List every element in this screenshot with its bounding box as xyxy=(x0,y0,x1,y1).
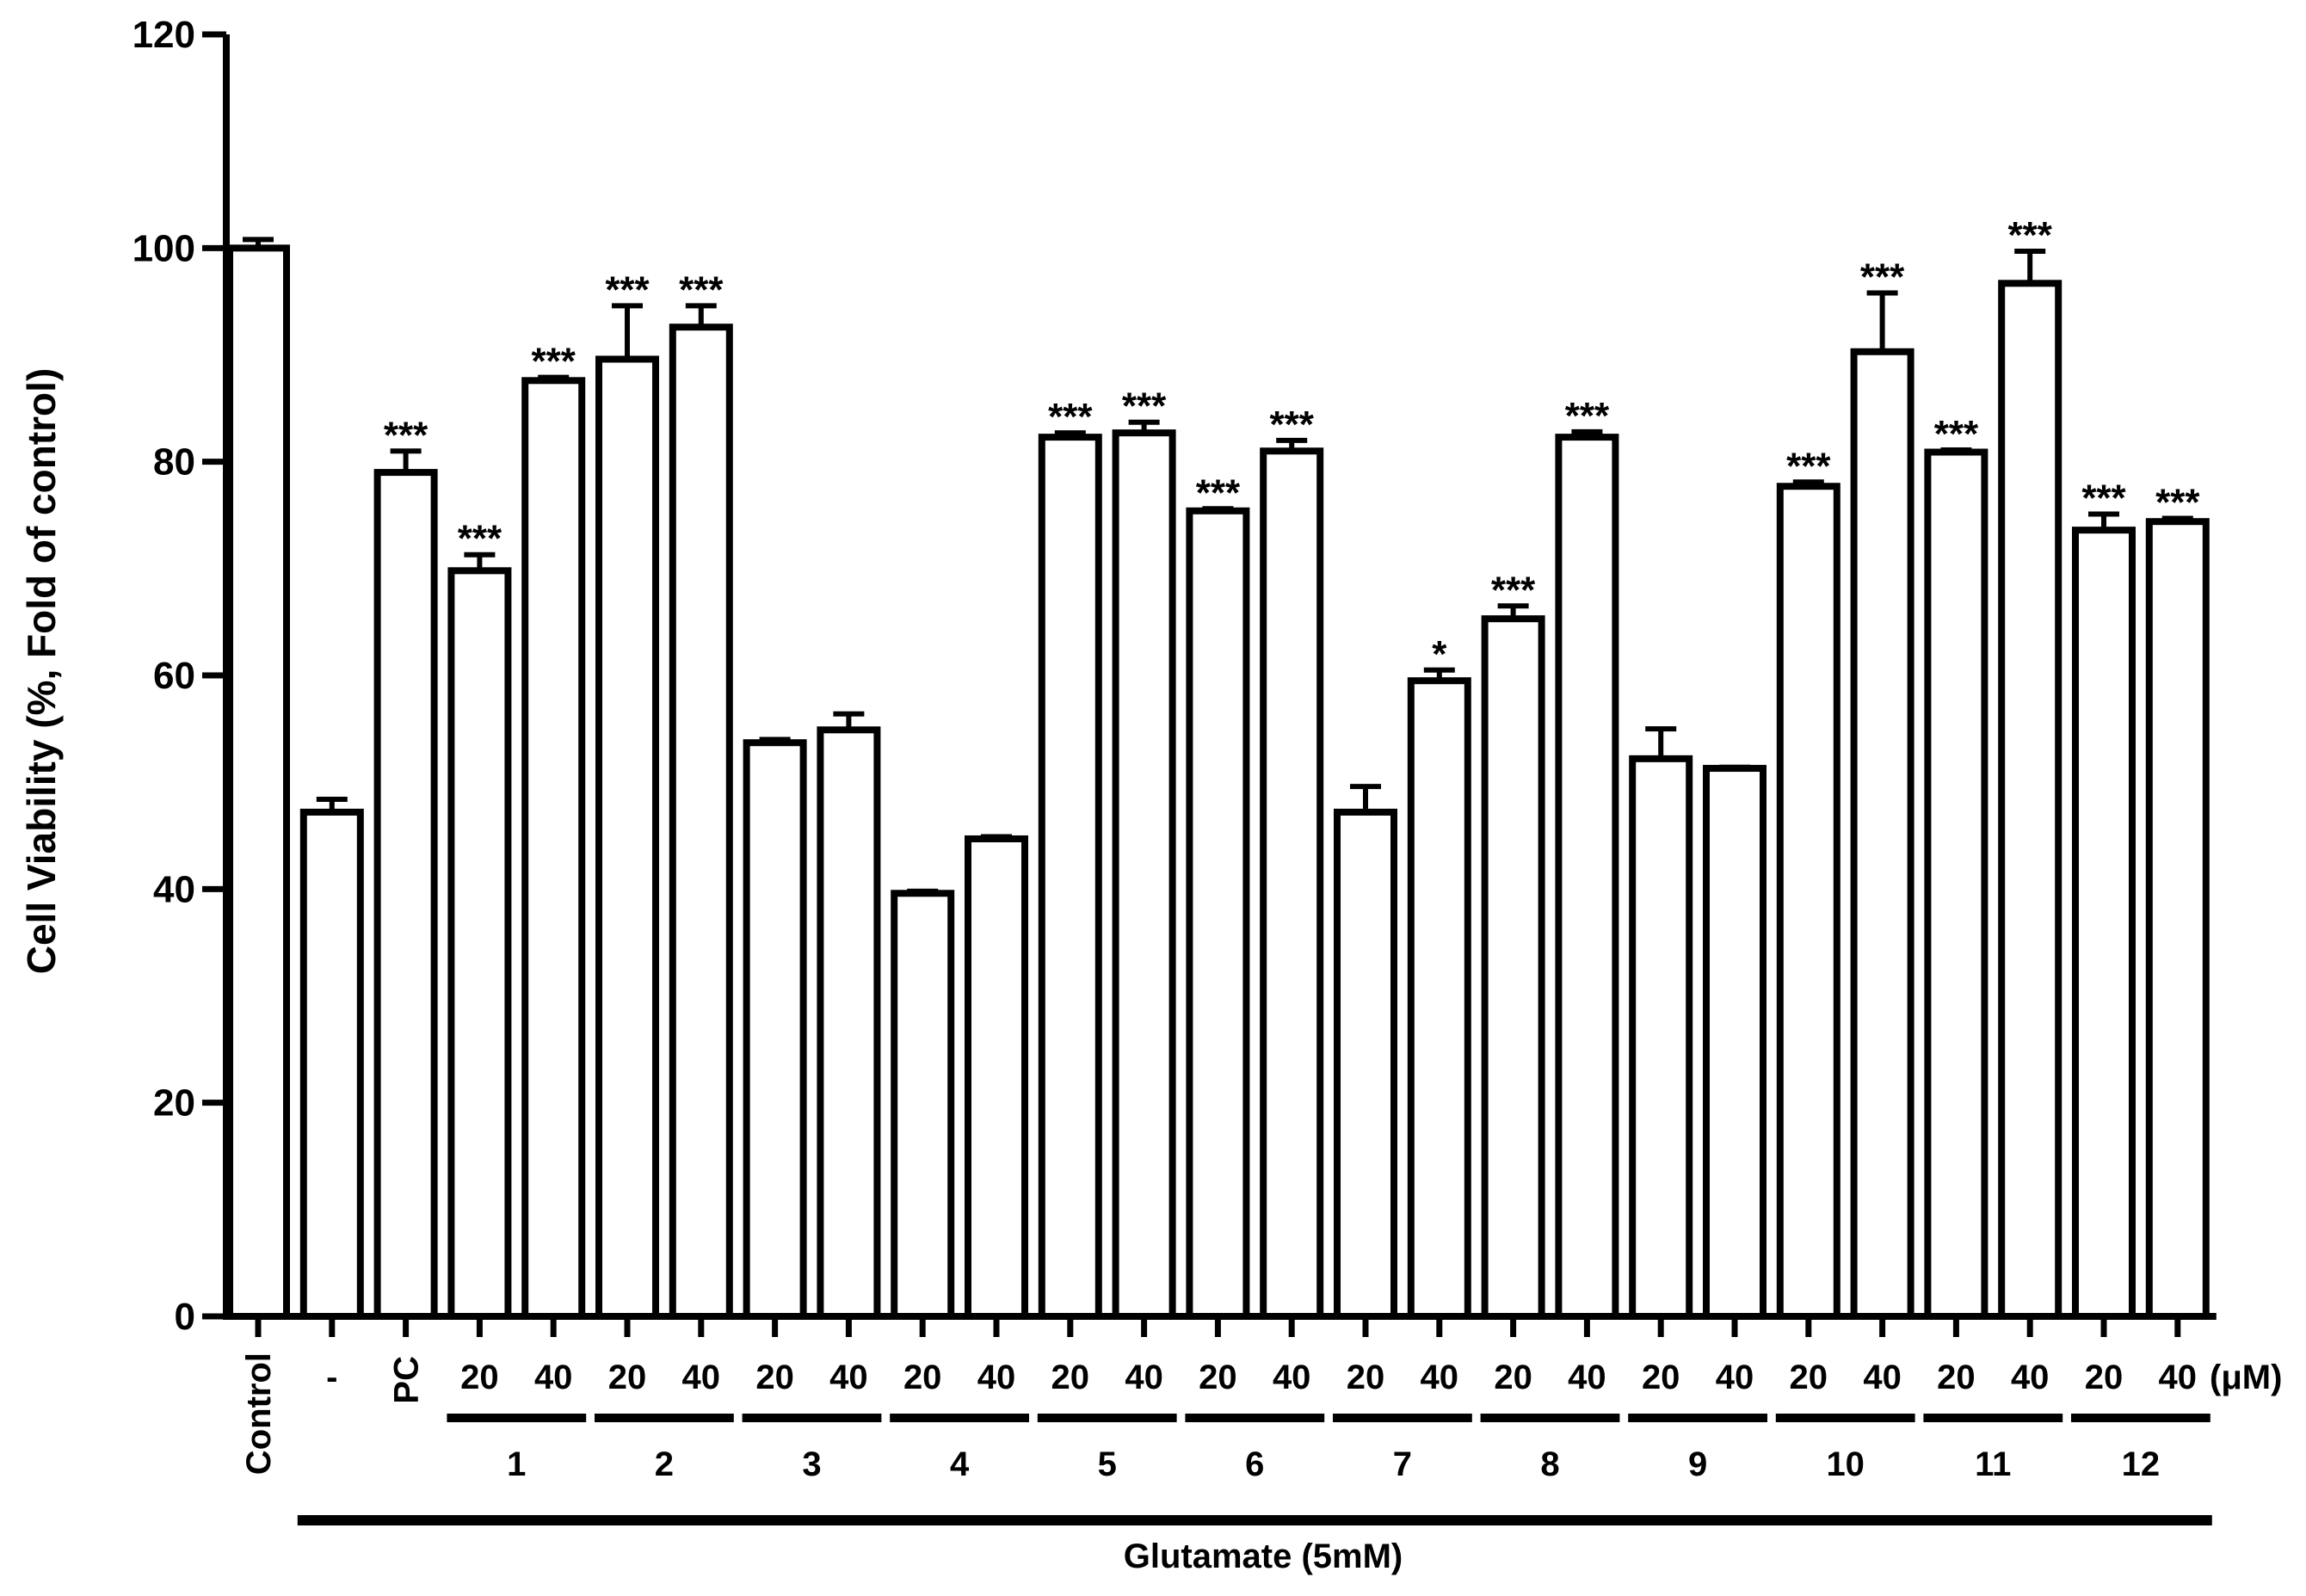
significance-label: *** xyxy=(2081,478,2126,520)
significance-label: *** xyxy=(1196,471,1241,514)
bar xyxy=(1629,755,1693,1320)
dose-label: 40 xyxy=(682,1359,721,1396)
x-axis-label: Glutamate (5mM) xyxy=(1124,1537,1403,1575)
group-label: 11 xyxy=(1975,1445,2011,1483)
dose-label: 20 xyxy=(903,1359,942,1396)
significance-label: *** xyxy=(1860,256,1905,298)
bar xyxy=(373,469,438,1320)
bar xyxy=(1776,483,1840,1320)
dose-label: 40 xyxy=(1863,1359,1902,1396)
group-label: 12 xyxy=(2122,1445,2161,1483)
dose-label: 20 xyxy=(608,1359,647,1396)
significance-label: *** xyxy=(1934,413,1979,455)
bar xyxy=(1998,280,2062,1320)
dose-label: 20 xyxy=(1494,1359,1532,1396)
significance-label: *** xyxy=(1122,385,1167,428)
category-label: PC xyxy=(388,1356,426,1404)
bar xyxy=(743,739,807,1320)
bar xyxy=(1481,615,1545,1320)
dose-label: 40 xyxy=(1568,1359,1606,1396)
dose-label: 40 xyxy=(977,1359,1016,1396)
dose-label: 20 xyxy=(1051,1359,1090,1396)
group-label: 10 xyxy=(1826,1445,1865,1483)
y-tick-label: 80 xyxy=(153,441,195,484)
bar xyxy=(2145,518,2210,1320)
dose-label: 40 xyxy=(2011,1359,2050,1396)
dose-label: 20 xyxy=(2085,1359,2124,1396)
dose-label: 40 xyxy=(534,1359,573,1396)
group-label: 1 xyxy=(507,1445,526,1483)
labels: Control - PC 20 40 20 40 20 40 20 40 20 40 20 40 20 40 20… xyxy=(240,1353,2212,1525)
group-label: 2 xyxy=(655,1445,674,1483)
group-label: 6 xyxy=(1245,1445,1264,1483)
y-tick-label: 60 xyxy=(153,655,195,697)
significance-label: * xyxy=(1432,633,1447,675)
dose-label: 20 xyxy=(1937,1359,1976,1396)
y-tick-label: 100 xyxy=(133,227,195,269)
bar xyxy=(1334,808,1397,1320)
dose-label: 40 xyxy=(2159,1359,2198,1396)
group-label: 4 xyxy=(950,1445,970,1483)
group-label: 3 xyxy=(802,1445,821,1483)
y-tick-label: 20 xyxy=(153,1082,195,1125)
dose-label: 40 xyxy=(1125,1359,1163,1396)
bar xyxy=(1703,765,1766,1320)
y-tick-label: 0 xyxy=(175,1296,195,1338)
bar xyxy=(1850,348,1914,1320)
bar xyxy=(1924,448,1988,1320)
group-label: 7 xyxy=(1393,1445,1412,1483)
bar xyxy=(1260,447,1324,1320)
category-label: - xyxy=(326,1359,337,1396)
y-axis-label: Cell Viability (%, Fold of control) xyxy=(19,368,64,975)
significance-label: *** xyxy=(1048,396,1093,438)
significance-label: *** xyxy=(1491,569,1536,611)
bar xyxy=(226,244,290,1320)
significance-label: *** xyxy=(2155,481,2200,523)
significance-label: *** xyxy=(532,341,576,383)
dose-label: 40 xyxy=(1273,1359,1311,1396)
bar xyxy=(521,377,586,1320)
dose-label: 20 xyxy=(1199,1359,1237,1396)
significance-label: *** xyxy=(384,414,429,456)
unit-label: (μM) xyxy=(2210,1359,2282,1396)
bar xyxy=(891,890,955,1321)
dose-label: 20 xyxy=(1790,1359,1828,1396)
group-label: 8 xyxy=(1540,1445,1559,1483)
significance-label: *** xyxy=(1565,395,1610,437)
significance-label: *** xyxy=(605,268,650,311)
dose-label: 20 xyxy=(1642,1359,1680,1396)
bar xyxy=(1186,507,1250,1320)
bar xyxy=(1555,434,1619,1320)
dose-label: 20 xyxy=(1347,1359,1385,1396)
bar xyxy=(1112,429,1176,1320)
significance-label: *** xyxy=(458,518,503,560)
significance-label: *** xyxy=(2008,214,2053,256)
dose-label: 40 xyxy=(1716,1359,1754,1396)
dose-label: 20 xyxy=(460,1359,499,1396)
y-tick-label: 40 xyxy=(153,868,195,910)
significance-label: *** xyxy=(679,268,724,311)
y-tick-label: 120 xyxy=(133,14,195,56)
significance-label: *** xyxy=(1786,445,1831,487)
bar xyxy=(1038,434,1102,1320)
bars: ************ ****** **********************… xyxy=(226,214,2210,1321)
dose-label: 20 xyxy=(755,1359,794,1396)
bar xyxy=(1407,677,1471,1320)
bar xyxy=(447,567,512,1320)
bar xyxy=(669,324,733,1320)
group-label: 9 xyxy=(1688,1445,1707,1483)
significance-label: *** xyxy=(1270,404,1315,446)
dose-label: 40 xyxy=(1421,1359,1459,1396)
bar xyxy=(2072,527,2136,1320)
group-label: 5 xyxy=(1098,1445,1117,1483)
dose-label: 40 xyxy=(829,1359,868,1396)
bar xyxy=(965,835,1028,1320)
bar xyxy=(595,355,659,1320)
bar xyxy=(299,808,364,1320)
bar xyxy=(817,726,881,1320)
category-label: Control xyxy=(240,1353,278,1475)
